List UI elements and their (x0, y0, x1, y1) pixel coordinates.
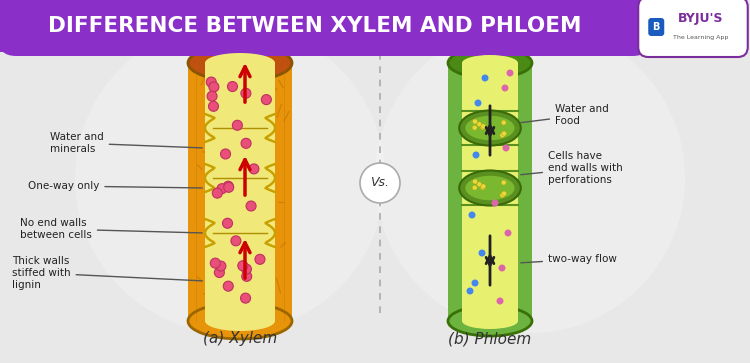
Text: (a) Xylem: (a) Xylem (202, 331, 278, 347)
Text: No end walls
between cells: No end walls between cells (20, 218, 203, 240)
Circle shape (242, 272, 252, 281)
Ellipse shape (205, 53, 275, 73)
Circle shape (480, 125, 485, 130)
Circle shape (501, 180, 506, 185)
Ellipse shape (459, 171, 520, 205)
Circle shape (472, 151, 479, 159)
Text: The Learning App: The Learning App (673, 35, 728, 40)
Circle shape (500, 133, 505, 138)
Bar (205, 63, 275, 321)
Circle shape (241, 293, 250, 303)
Circle shape (502, 85, 509, 91)
Text: DIFFERENCE BETWEEN XYLEM AND PHLOEM: DIFFERENCE BETWEEN XYLEM AND PHLOEM (48, 16, 582, 36)
Circle shape (249, 164, 259, 174)
Text: Cells have
end walls with
perforations: Cells have end walls with perforations (520, 151, 622, 185)
Circle shape (472, 179, 478, 184)
Circle shape (481, 184, 486, 189)
Ellipse shape (205, 311, 275, 331)
Ellipse shape (462, 313, 518, 329)
Ellipse shape (448, 48, 532, 78)
Circle shape (478, 249, 485, 257)
Circle shape (75, 23, 385, 333)
Circle shape (224, 281, 233, 291)
Circle shape (466, 287, 473, 294)
Circle shape (481, 124, 486, 129)
Text: (b) Phloem: (b) Phloem (448, 331, 532, 347)
Text: One-way only: One-way only (28, 181, 202, 191)
Circle shape (360, 163, 400, 203)
Circle shape (216, 261, 226, 271)
Circle shape (496, 298, 503, 305)
Text: Water and
Food: Water and Food (520, 104, 609, 126)
Circle shape (224, 182, 234, 192)
Circle shape (241, 138, 251, 148)
Circle shape (477, 122, 482, 127)
Circle shape (209, 82, 219, 92)
Circle shape (231, 236, 241, 246)
Text: two-way flow: two-way flow (520, 254, 616, 264)
Ellipse shape (465, 176, 514, 200)
Circle shape (238, 261, 248, 271)
Circle shape (506, 69, 514, 77)
Ellipse shape (459, 110, 520, 146)
Circle shape (242, 264, 251, 274)
FancyBboxPatch shape (638, 0, 748, 57)
Circle shape (209, 101, 218, 111)
Bar (0, 0, 562, 52)
Circle shape (475, 99, 482, 106)
Text: BYJU'S: BYJU'S (677, 12, 723, 25)
Circle shape (477, 182, 482, 187)
Ellipse shape (448, 306, 532, 336)
Text: B: B (652, 22, 660, 32)
Circle shape (472, 125, 477, 130)
FancyBboxPatch shape (648, 18, 664, 36)
Circle shape (210, 258, 220, 268)
Circle shape (472, 280, 478, 286)
Circle shape (469, 212, 476, 219)
Circle shape (214, 268, 224, 277)
Circle shape (472, 119, 478, 124)
Circle shape (212, 188, 222, 198)
Circle shape (502, 131, 506, 136)
Circle shape (505, 229, 512, 237)
Circle shape (246, 201, 256, 211)
Bar (462, 63, 518, 321)
Circle shape (217, 184, 227, 194)
Circle shape (482, 74, 488, 82)
Circle shape (220, 149, 230, 159)
Ellipse shape (462, 55, 518, 71)
Circle shape (223, 218, 232, 228)
Circle shape (472, 185, 477, 190)
Text: Water and
minerals: Water and minerals (50, 132, 202, 154)
Circle shape (500, 193, 505, 198)
Circle shape (480, 185, 485, 190)
Circle shape (499, 265, 506, 272)
Circle shape (206, 77, 216, 87)
Ellipse shape (188, 303, 292, 339)
Circle shape (502, 191, 506, 196)
Text: Thick walls
stiffed with
lignin: Thick walls stiffed with lignin (12, 256, 202, 290)
Circle shape (224, 181, 233, 191)
Circle shape (241, 88, 250, 98)
Circle shape (227, 82, 238, 91)
Circle shape (207, 91, 217, 101)
FancyBboxPatch shape (0, 0, 651, 56)
Ellipse shape (465, 116, 514, 140)
Bar (448, 63, 532, 321)
Circle shape (232, 120, 242, 130)
Circle shape (491, 200, 499, 207)
Circle shape (503, 144, 509, 151)
Text: Vs.: Vs. (370, 176, 389, 189)
Circle shape (261, 95, 272, 105)
Bar (188, 63, 292, 321)
Circle shape (375, 23, 685, 333)
Circle shape (501, 120, 506, 125)
Circle shape (255, 254, 265, 264)
Ellipse shape (188, 45, 292, 81)
